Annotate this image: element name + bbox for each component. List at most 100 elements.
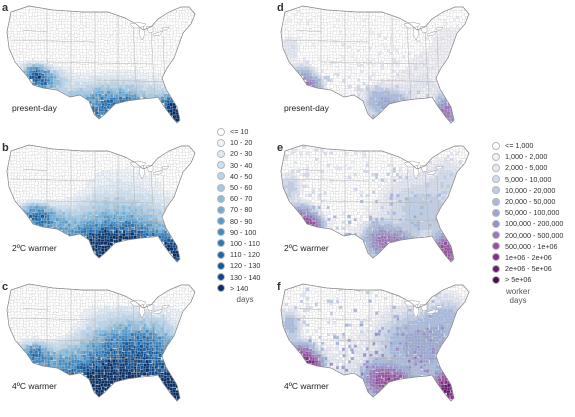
worker-legend-row: 2e+06 - 5e+06: [492, 263, 563, 274]
scenario-label-a: present-day: [12, 103, 57, 113]
worker-legend-swatch: [492, 231, 500, 240]
worker-legend-swatch: [492, 197, 500, 206]
worker-legend-swatch: [492, 186, 500, 195]
us-map-days-present: [6, 5, 196, 124]
legend-worker-unit: worker days: [505, 287, 530, 305]
days-legend-row: 90 - 100: [217, 227, 260, 238]
worker-legend-row: 100,000 - 200,000: [492, 218, 563, 229]
great-lake: [145, 164, 154, 173]
days-legend-row: 70 - 80: [217, 204, 260, 215]
days-legend-row: 130 - 140: [217, 271, 260, 282]
legend-days: <= 10 10 - 20 20 - 30 30 - 40 40 - 50 50 - 60…: [217, 126, 260, 294]
great-lake: [152, 169, 164, 176]
great-lake: [435, 165, 444, 170]
days-legend-swatch: [217, 261, 225, 270]
days-legend-row: > 140: [217, 283, 260, 294]
days-legend-label: 40 - 50: [230, 171, 253, 181]
scenario-label-d: present-day: [284, 103, 329, 113]
days-legend-row: <= 10: [217, 126, 260, 137]
great-lake: [426, 169, 438, 176]
worker-legend-row: 500,000 - 1e+06: [492, 241, 563, 252]
great-lake: [426, 30, 438, 37]
worker-legend-swatch: [492, 163, 500, 172]
worker-legend-row: 5,000 - 10,000: [492, 174, 563, 185]
days-legend-label: 30 - 40: [230, 160, 253, 170]
worker-legend-label: 2e+06 - 5e+06: [505, 264, 552, 274]
days-legend-label: 100 - 110: [230, 238, 260, 248]
worker-legend-label: 2,000 - 5,000: [505, 163, 548, 173]
worker-legend-swatch: [492, 264, 500, 273]
days-legend-label: 10 - 20: [230, 138, 253, 148]
worker-legend-row: 1,000 - 2,000: [492, 151, 563, 162]
county-cells: [7, 145, 195, 262]
worker-legend-label: 10,000 - 20,000: [505, 185, 556, 195]
days-legend-swatch: [217, 161, 225, 170]
days-legend-swatch: [217, 239, 225, 248]
worker-legend-label: 500,000 - 1e+06: [505, 241, 558, 251]
scenario-label-f: 4ºC warmer: [284, 381, 329, 391]
great-lake: [152, 308, 164, 315]
worker-legend-swatch: [492, 253, 500, 262]
days-legend-row: 110 - 120: [217, 249, 260, 260]
great-lake: [435, 26, 444, 31]
days-legend-row: 50 - 60: [217, 182, 260, 193]
worker-legend-row: 2,000 - 5,000: [492, 162, 563, 173]
days-legend-label: 120 - 130: [230, 261, 261, 271]
days-legend-swatch: [217, 183, 225, 192]
worker-legend-label: 50,000 - 100,000: [505, 208, 560, 218]
map-panel-e: [277, 141, 487, 269]
worker-legend-row: 20,000 - 50,000: [492, 196, 563, 207]
map-panel-d: [277, 2, 487, 130]
days-legend-row: 30 - 40: [217, 160, 260, 171]
days-legend-label: 70 - 80: [230, 205, 253, 215]
great-lake: [161, 26, 170, 31]
days-legend-swatch: [217, 149, 225, 158]
worker-legend-row: 10,000 - 20,000: [492, 185, 563, 196]
worker-legend-label: 1e+06 - 2e+06: [505, 252, 552, 262]
us-map-worker-4c: [280, 283, 470, 402]
worker-legend-swatch: [492, 175, 500, 184]
scenario-label-b: 2ºC warmer: [12, 243, 57, 253]
days-legend-row: 20 - 30: [217, 148, 260, 159]
days-legend-swatch: [217, 138, 225, 147]
worker-legend-swatch: [492, 141, 500, 150]
days-legend-label: 20 - 30: [230, 149, 253, 159]
days-legend-row: 100 - 110: [217, 238, 260, 249]
great-lake: [161, 165, 170, 170]
state-borders: [10, 10, 179, 114]
days-legend-swatch: [217, 217, 225, 226]
panel-label-d: d: [277, 2, 284, 14]
worker-legend-label: <= 1,000: [505, 141, 534, 151]
days-legend-swatch: [217, 250, 225, 259]
days-legend-label: 60 - 70: [230, 194, 253, 204]
worker-legend-row: 200,000 - 500,000: [492, 230, 563, 241]
days-legend-label: <= 10: [230, 127, 249, 137]
great-lake: [145, 25, 154, 34]
great-lake: [435, 304, 444, 309]
legend-days-unit: days: [236, 295, 254, 304]
days-legend-swatch: [217, 172, 225, 181]
panel-label-a: a: [2, 2, 9, 14]
scenario-label-c: 4ºC warmer: [12, 381, 57, 391]
us-map-days-4c: [6, 283, 196, 402]
great-lake: [419, 164, 428, 173]
days-legend-label: 110 - 120: [230, 250, 260, 260]
days-legend-row: 40 - 50: [217, 171, 260, 182]
days-legend-label: 130 - 140: [230, 272, 261, 282]
worker-legend-label: 1,000 - 2,000: [505, 152, 548, 162]
us-map-days-2c: [6, 144, 196, 263]
days-legend-row: 120 - 130: [217, 260, 260, 271]
days-legend-label: 90 - 100: [230, 227, 257, 237]
worker-legend-label: 20,000 - 50,000: [505, 197, 556, 207]
days-legend-swatch: [217, 127, 225, 136]
worker-legend-swatch: [492, 275, 500, 284]
state-borders: [284, 288, 453, 392]
days-legend-swatch: [217, 228, 225, 237]
worker-legend-label: 200,000 - 500,000: [505, 230, 564, 240]
days-legend-label: > 140: [230, 283, 249, 293]
map-panel-b: [3, 141, 213, 269]
days-legend-row: 60 - 70: [217, 193, 260, 204]
days-legend-swatch: [217, 205, 225, 214]
worker-legend-swatch: [492, 152, 500, 161]
days-legend-label: 80 - 90: [230, 216, 253, 226]
